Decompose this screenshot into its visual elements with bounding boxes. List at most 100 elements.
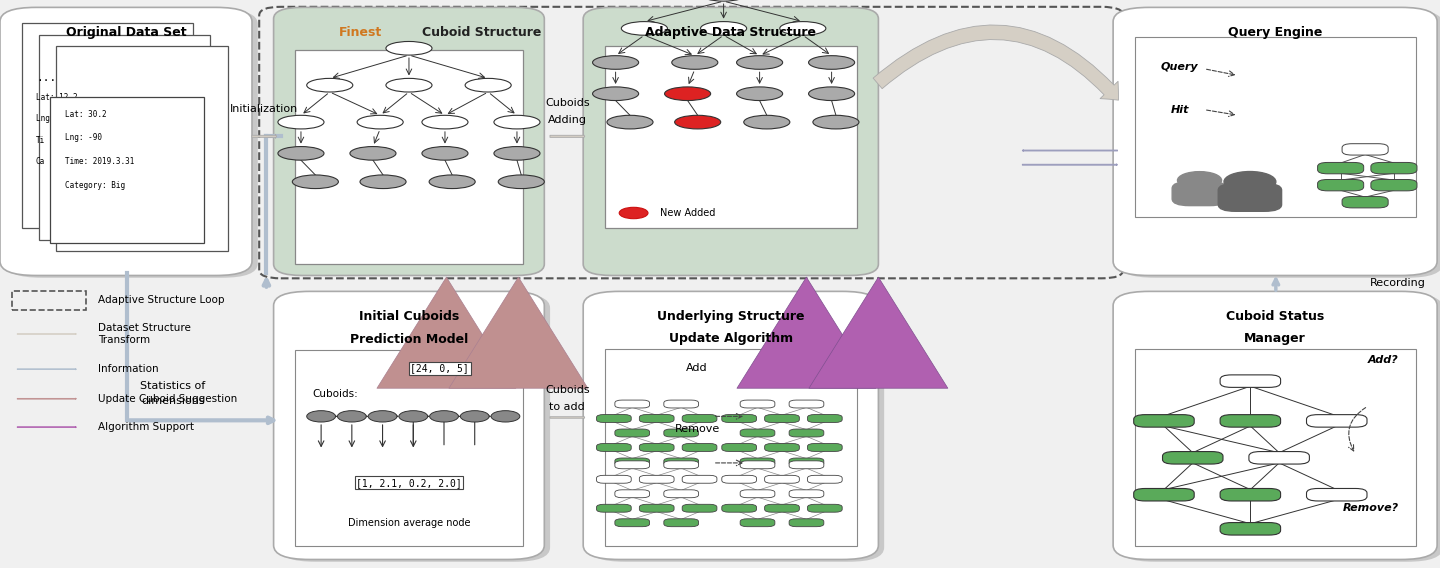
Circle shape [1178, 172, 1221, 189]
FancyBboxPatch shape [1318, 179, 1364, 191]
Ellipse shape [736, 87, 783, 101]
FancyBboxPatch shape [683, 444, 717, 452]
FancyArrowPatch shape [1022, 149, 1117, 152]
Ellipse shape [809, 56, 854, 69]
FancyBboxPatch shape [274, 291, 544, 559]
Text: Lng: 170: Lng: 170 [36, 114, 73, 123]
FancyArrowPatch shape [252, 135, 276, 138]
Ellipse shape [664, 87, 710, 101]
Text: Underlying Structure: Underlying Structure [657, 311, 805, 323]
Ellipse shape [809, 87, 854, 101]
FancyArrowPatch shape [873, 25, 1119, 100]
FancyBboxPatch shape [50, 97, 204, 243]
FancyBboxPatch shape [615, 461, 649, 469]
Ellipse shape [429, 175, 475, 189]
FancyBboxPatch shape [664, 490, 698, 498]
FancyBboxPatch shape [295, 50, 523, 264]
Text: Original Data Set: Original Data Set [66, 27, 186, 39]
FancyBboxPatch shape [1113, 291, 1437, 559]
FancyBboxPatch shape [1135, 37, 1416, 217]
FancyBboxPatch shape [808, 444, 842, 452]
FancyBboxPatch shape [721, 504, 756, 512]
FancyBboxPatch shape [1172, 182, 1227, 206]
FancyBboxPatch shape [596, 444, 631, 452]
Ellipse shape [278, 147, 324, 160]
Ellipse shape [386, 41, 432, 55]
FancyArrowPatch shape [17, 369, 76, 370]
FancyBboxPatch shape [683, 415, 717, 423]
Text: New Added: New Added [660, 208, 714, 218]
FancyBboxPatch shape [664, 461, 698, 469]
FancyBboxPatch shape [639, 415, 674, 423]
Text: Adaptive Structure Loop: Adaptive Structure Loop [98, 295, 225, 306]
Text: Dataset Structure
Transform: Dataset Structure Transform [98, 323, 190, 345]
Text: Statistics of: Statistics of [140, 381, 206, 391]
Text: Dimension average node: Dimension average node [347, 517, 471, 528]
FancyBboxPatch shape [765, 504, 799, 512]
FancyBboxPatch shape [0, 7, 252, 275]
FancyBboxPatch shape [596, 504, 631, 512]
Text: Cuboid Structure: Cuboid Structure [422, 27, 541, 39]
Text: Time: 2019.3.31: Time: 2019.3.31 [65, 157, 134, 166]
FancyBboxPatch shape [664, 519, 698, 527]
Circle shape [307, 411, 336, 422]
Text: Adaptive Data Structure: Adaptive Data Structure [645, 27, 816, 39]
FancyBboxPatch shape [740, 490, 775, 498]
Ellipse shape [674, 115, 720, 129]
Circle shape [1224, 172, 1276, 192]
FancyArrowPatch shape [1022, 164, 1117, 166]
Text: Cuboids:: Cuboids: [312, 389, 359, 399]
Ellipse shape [307, 78, 353, 92]
Text: Cuboid Status: Cuboid Status [1225, 311, 1325, 323]
FancyBboxPatch shape [589, 294, 884, 562]
Ellipse shape [700, 0, 746, 1]
Ellipse shape [494, 115, 540, 129]
Ellipse shape [422, 147, 468, 160]
Text: Cuboids: Cuboids [546, 385, 589, 395]
Ellipse shape [736, 56, 783, 69]
FancyBboxPatch shape [279, 294, 550, 562]
FancyBboxPatch shape [721, 475, 756, 483]
FancyBboxPatch shape [1371, 162, 1417, 174]
Text: ...: ... [36, 73, 56, 83]
FancyBboxPatch shape [615, 490, 649, 498]
Text: Remove?: Remove? [1344, 503, 1400, 513]
FancyBboxPatch shape [808, 475, 842, 483]
FancyBboxPatch shape [740, 461, 775, 469]
Text: Add: Add [687, 363, 708, 373]
FancyArrowPatch shape [17, 427, 76, 428]
Ellipse shape [671, 56, 717, 69]
Circle shape [337, 411, 366, 422]
Ellipse shape [278, 115, 324, 129]
FancyBboxPatch shape [1119, 294, 1440, 562]
Text: Category: Big: Category: Big [65, 181, 125, 190]
FancyBboxPatch shape [808, 415, 842, 423]
FancyArrowPatch shape [550, 416, 585, 419]
FancyBboxPatch shape [56, 46, 228, 251]
FancyBboxPatch shape [615, 429, 649, 437]
FancyArrowPatch shape [550, 135, 585, 138]
Text: Cuboids: Cuboids [546, 98, 589, 108]
Text: [24, 0, 5]: [24, 0, 5] [410, 363, 469, 373]
Ellipse shape [743, 115, 789, 129]
FancyBboxPatch shape [683, 504, 717, 512]
FancyBboxPatch shape [22, 23, 193, 228]
FancyBboxPatch shape [605, 349, 857, 546]
Text: Lat: 30.2: Lat: 30.2 [65, 110, 107, 119]
Ellipse shape [360, 175, 406, 189]
FancyBboxPatch shape [740, 400, 775, 408]
FancyBboxPatch shape [615, 400, 649, 408]
Text: Update Algorithm: Update Algorithm [668, 332, 793, 345]
Text: Lat: 12.2: Lat: 12.2 [36, 93, 78, 102]
FancyBboxPatch shape [789, 458, 824, 466]
FancyBboxPatch shape [596, 475, 631, 483]
Ellipse shape [608, 115, 654, 129]
FancyBboxPatch shape [789, 490, 824, 498]
FancyBboxPatch shape [615, 458, 649, 466]
FancyBboxPatch shape [583, 291, 878, 559]
FancyBboxPatch shape [1220, 375, 1280, 387]
FancyBboxPatch shape [721, 444, 756, 452]
Ellipse shape [700, 22, 746, 35]
Circle shape [369, 411, 397, 422]
FancyBboxPatch shape [1133, 488, 1194, 501]
